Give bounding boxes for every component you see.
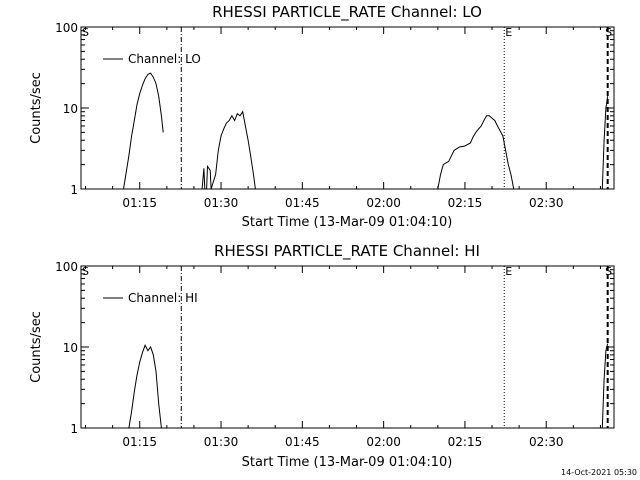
- y-axis-label: Counts/sec: [29, 311, 44, 383]
- x-axis-label: Start Time (13-Mar-09 01:04:10): [242, 215, 453, 230]
- series-line: [201, 110, 256, 190]
- y-axis-label: Counts/sec: [29, 72, 44, 144]
- generation-timestamp: 14-Oct-2021 05:30: [561, 468, 637, 477]
- y-tick-label: 1: [70, 183, 78, 197]
- chart-title: RHESSI PARTICLE_RATE Channel: LO: [212, 3, 482, 22]
- event-marker-label: E: [505, 26, 512, 39]
- series-line: [601, 96, 609, 190]
- event-marker-label: E: [505, 265, 512, 278]
- event-marker-label: S: [605, 265, 612, 278]
- y-tick-label: 100: [55, 260, 78, 274]
- x-axis-label: Start Time (13-Mar-09 01:04:10): [242, 455, 453, 470]
- series-line: [601, 343, 609, 429]
- event-marker-label: S: [605, 26, 612, 39]
- legend-label: Channel: LO: [128, 52, 201, 66]
- event-marker-label: S: [82, 26, 89, 39]
- x-tick-label: 02:00: [366, 196, 401, 210]
- y-tick-label: 10: [63, 102, 78, 116]
- x-tick-label: 01:30: [204, 435, 239, 449]
- chart-panel-hi: RHESSI PARTICLE_RATE Channel: HI Counts/…: [29, 242, 615, 470]
- y-tick-label: 10: [63, 341, 78, 355]
- series-line: [437, 115, 515, 190]
- x-tick-label: 02:15: [448, 435, 483, 449]
- event-marker-label: S: [82, 265, 89, 278]
- legend-label: Channel: HI: [128, 291, 198, 305]
- x-tick-label: 01:45: [285, 196, 320, 210]
- chart-panel-lo: RHESSI PARTICLE_RATE Channel: LO Counts/…: [29, 3, 615, 230]
- y-tick-label: 1: [70, 422, 78, 436]
- x-tick-label: 02:30: [529, 196, 564, 210]
- series-line: [123, 72, 164, 190]
- series-line: [128, 344, 162, 429]
- x-tick-label: 02:00: [366, 435, 401, 449]
- y-tick-label: 100: [55, 21, 78, 35]
- chart-title: RHESSI PARTICLE_RATE Channel: HI: [214, 242, 480, 261]
- x-tick-label: 01:15: [122, 435, 157, 449]
- x-tick-label: 01:15: [122, 196, 157, 210]
- x-tick-label: 02:30: [529, 435, 564, 449]
- x-tick-label: 01:30: [204, 196, 239, 210]
- x-tick-label: 01:45: [285, 435, 320, 449]
- x-tick-label: 02:15: [448, 196, 483, 210]
